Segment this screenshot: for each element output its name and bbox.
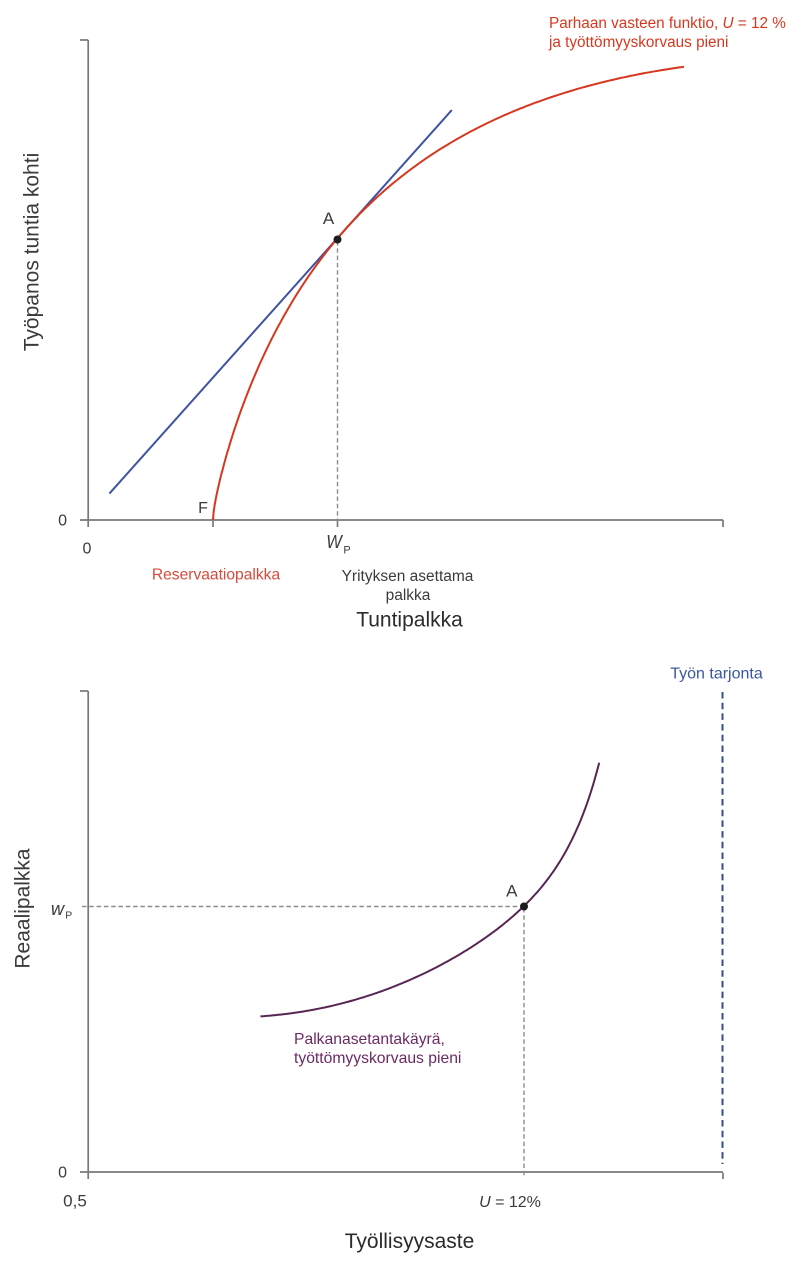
- svg-text:ja työttömyyskorvaus pieni: ja työttömyyskorvaus pieni: [548, 34, 728, 51]
- svg-text:0: 0: [58, 1165, 67, 1182]
- svg-text:Parhaan vasteen funktio, U = 1: Parhaan vasteen funktio, U = 12 %: [549, 15, 786, 32]
- svg-text:P: P: [343, 544, 350, 556]
- svg-text:w: w: [51, 899, 65, 919]
- svg-text:Työn tarjonta: Työn tarjonta: [670, 666, 763, 683]
- svg-text:Tuntipalkka: Tuntipalkka: [356, 609, 463, 632]
- svg-text:A: A: [323, 209, 335, 228]
- svg-text:Yrityksen asettama: Yrityksen asettama: [342, 568, 474, 585]
- svg-text:Työllisyysaste: Työllisyysaste: [345, 1230, 475, 1253]
- svg-text:U = 12%: U = 12%: [479, 1194, 541, 1211]
- svg-text:0: 0: [83, 541, 92, 558]
- svg-text:P: P: [65, 910, 72, 922]
- svg-text:0,5: 0,5: [63, 1192, 87, 1211]
- svg-text:0: 0: [58, 513, 67, 530]
- svg-text:F: F: [198, 500, 208, 517]
- svg-text:työttömyyskorvaus pieni: työttömyyskorvaus pieni: [294, 1050, 461, 1067]
- svg-text:Työpanos tuntia kohti: Työpanos tuntia kohti: [21, 153, 44, 351]
- svg-text:Reaalipalkka: Reaalipalkka: [12, 848, 35, 969]
- svg-text:Reservaatiopalkka: Reservaatiopalkka: [152, 567, 281, 584]
- svg-text:Palkanasetantakäyrä,: Palkanasetantakäyrä,: [294, 1031, 445, 1048]
- svg-text:W: W: [326, 531, 343, 552]
- svg-text:A: A: [506, 882, 518, 901]
- svg-text:palkka: palkka: [386, 587, 431, 604]
